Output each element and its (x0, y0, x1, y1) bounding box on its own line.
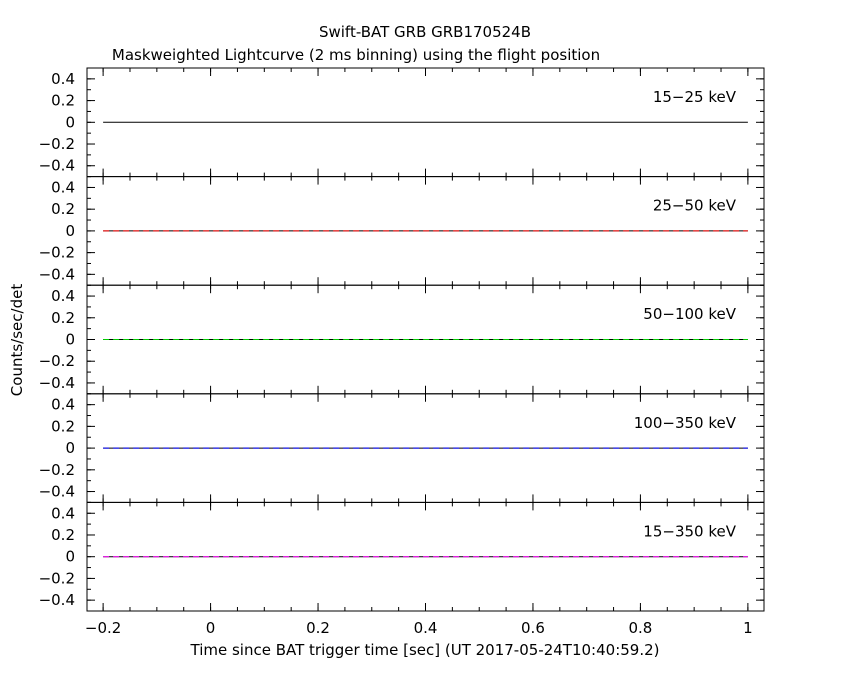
x-tick-label: 0 (206, 619, 216, 637)
y-tick-label: 0.2 (51, 92, 75, 110)
y-tick-label: −0.4 (39, 591, 75, 609)
y-tick-label: −0.4 (39, 265, 75, 283)
y-tick-label: −0.4 (39, 157, 75, 175)
panel-label: 15−350 keV (643, 522, 736, 540)
y-tick-label: 0 (65, 331, 75, 349)
x-tick-label: 1 (743, 619, 753, 637)
y-tick-label: 0 (65, 439, 75, 457)
y-tick-label: −0.4 (39, 374, 75, 392)
x-tick-label: −0.2 (85, 619, 121, 637)
y-tick-label: 0.2 (51, 309, 75, 327)
y-tick-label: −0.4 (39, 483, 75, 501)
x-tick-label: 0.2 (306, 619, 330, 637)
y-tick-label: 0.4 (51, 287, 75, 305)
y-tick-label: 0 (65, 222, 75, 240)
panel-label: 15−25 keV (653, 88, 737, 106)
x-axis-label: Time since BAT trigger time [sec] (UT 20… (190, 641, 660, 659)
y-tick-label: −0.2 (39, 461, 75, 479)
chart-subtitle: Maskweighted Lightcurve (2 ms binning) u… (112, 46, 600, 64)
x-tick-label: 0.8 (628, 619, 652, 637)
y-tick-label: −0.2 (39, 244, 75, 262)
y-tick-label: 0.2 (51, 417, 75, 435)
panel-label: 25−50 keV (653, 197, 737, 215)
y-tick-label: 0 (65, 113, 75, 131)
y-tick-label: 0.4 (51, 504, 75, 522)
y-tick-label: 0.4 (51, 70, 75, 88)
y-tick-label: 0 (65, 548, 75, 566)
y-tick-label: 0.2 (51, 526, 75, 544)
y-axis-label: Counts/sec/det (8, 284, 26, 397)
panels-group: 0.4 0.2 0 −0.2 −0.4 15−25 keV 0.4 0.2 0 −0.2 −0.4 2… (39, 67, 765, 637)
y-tick-label: 0.2 (51, 200, 75, 218)
y-tick-label: −0.2 (39, 569, 75, 587)
chart-title: Swift-BAT GRB GRB170524B (319, 23, 531, 41)
panel-label: 50−100 keV (643, 305, 736, 323)
panel-label: 100−350 keV (634, 414, 737, 432)
x-tick-label: 0.4 (414, 619, 438, 637)
y-tick-label: −0.2 (39, 352, 75, 370)
y-tick-label: 0.4 (51, 178, 75, 196)
x-tick-label: 0.6 (521, 619, 545, 637)
y-tick-label: −0.2 (39, 135, 75, 153)
y-tick-label: 0.4 (51, 396, 75, 414)
